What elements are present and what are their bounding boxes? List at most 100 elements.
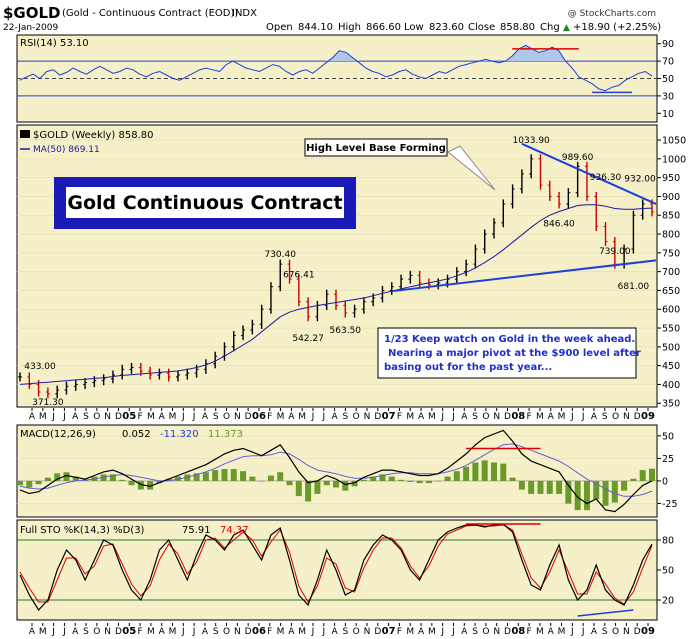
bottom-x-label: A [29, 627, 36, 637]
macd-hist-bar [546, 480, 553, 494]
sto-d-value: 74.37 [220, 525, 249, 536]
price-y-tick-label: 850 [662, 211, 680, 222]
bottom-x-label: 09 [641, 626, 655, 637]
price-x-label: J [321, 412, 325, 422]
price-x-label: F [527, 412, 532, 422]
ohlc-low: 823.60 [429, 22, 464, 33]
price-x-label: N [104, 412, 111, 422]
note-line-3: basing out for the past year... [384, 362, 552, 373]
symbol: $GOLD [3, 4, 61, 22]
bottom-x-label: N [234, 627, 241, 637]
macd-value: 0.052 [122, 429, 151, 440]
bottom-x-label: A [288, 627, 295, 637]
bottom-x-label: D [245, 627, 252, 637]
bottom-x-label: J [181, 627, 185, 637]
macd-hist-bar [351, 480, 358, 487]
rsi-overbought-fill [20, 45, 652, 62]
macd-hist-bar [593, 480, 600, 500]
macd-hist-bar [119, 479, 126, 481]
bottom-x-label: S [472, 627, 478, 637]
note-box-bg [377, 327, 637, 379]
macd-hist-bar [416, 480, 423, 484]
rsi-line [19, 44, 653, 92]
rsi-y-tick-label: 30 [662, 91, 674, 102]
bottom-x-label: F [267, 627, 272, 637]
macd-hist-bar [574, 480, 581, 511]
bottom-x-label: J [311, 627, 315, 637]
price-label: 936.30 [590, 173, 622, 183]
macd-hist-bar [314, 480, 321, 494]
sto-k-value: 75.91 [182, 525, 211, 536]
price-x-label: D [634, 412, 641, 422]
price-y-tick-label: 750 [662, 248, 680, 259]
price-y-tick-label: 350 [662, 399, 680, 410]
price-x-label: O [223, 412, 230, 422]
sto-label: Full STO %K(14,3) %D(3) [20, 525, 145, 536]
price-x-label: 07 [382, 411, 396, 422]
base-callout: High Level Base Forming [304, 138, 496, 191]
price-label: 932.00 [624, 174, 656, 184]
price-x-label: M [298, 412, 306, 422]
macd-hist-bar [583, 480, 590, 511]
bottom-x-label: J [581, 627, 585, 637]
bottom-x-label: A [461, 627, 468, 637]
base-callout-text: High Level Base Forming [306, 143, 446, 154]
bottom-x-label: N [104, 627, 111, 637]
macd-hist-bar [630, 478, 637, 481]
price-label: 681.00 [618, 282, 650, 292]
macd-hist-bar [54, 473, 61, 481]
price-x-label: 05 [122, 411, 136, 422]
price-x-label: S [343, 412, 349, 422]
macd-hist-value: 11.373 [208, 429, 243, 440]
macd-hist-bar [611, 480, 618, 503]
bottom-x-label: D [634, 627, 641, 637]
price-panel: 350 400 450 500 550 600 650 700 750 800 850 900 950 1… [16, 124, 686, 410]
bottom-x-label: O [93, 627, 100, 637]
macd-hist-bar [435, 480, 442, 482]
price-x-label: M [39, 412, 47, 422]
price-x-label: N [623, 412, 630, 422]
price-x-label: D [245, 412, 252, 422]
macd-hist-bar [26, 480, 33, 488]
macd-y-tick-label: -25 [662, 499, 678, 510]
macd-hist-bar [137, 480, 144, 490]
price-x-label: O [353, 412, 360, 422]
price-y-tick-label: 400 [662, 380, 680, 391]
price-x-label: D [504, 412, 511, 422]
macd-hist-bar [509, 477, 516, 481]
bottom-x-label: M [428, 627, 436, 637]
price-x-label: F [137, 412, 142, 422]
bottom-x-label: O [482, 627, 489, 637]
description: (Gold - Continuous Contract (EOD)) [62, 8, 238, 19]
bottom-x-label: F [527, 627, 532, 637]
macd-hist-bar [565, 480, 572, 504]
price-x-label: M [558, 412, 566, 422]
macd-hist-bar [240, 471, 247, 481]
price-legend-label: $GOLD (Weekly) 858.80 [33, 130, 154, 141]
bottom-x-label: M [39, 627, 47, 637]
ohlc-open-label: Open [266, 22, 293, 33]
macd-hist-bar [425, 480, 432, 484]
price-label: 676.41 [283, 271, 315, 281]
rsi-label: RSI(14) 53.10 [20, 38, 89, 49]
macd-hist-bar [453, 471, 460, 481]
rsi-y-tick-label: 50 [662, 74, 674, 85]
macd-hist-bar [156, 480, 163, 484]
bottom-x-label: 05 [122, 626, 136, 637]
price-label: 730.40 [264, 250, 296, 260]
macd-hist-bar [388, 476, 395, 481]
macd-hist-bar [72, 476, 79, 481]
macd-hist-bar [518, 480, 525, 490]
macd-hist-bar [333, 480, 339, 488]
bottom-x-label: N [493, 627, 500, 637]
resistance-trendline [521, 142, 657, 205]
rsi-y-tick-label: 70 [662, 57, 674, 68]
chart-title-box: Gold Continuous Contract [54, 177, 356, 229]
base-callout-box [304, 138, 448, 157]
bottom-x-label: 08 [511, 626, 525, 637]
price-x-label: J [181, 412, 185, 422]
price-x-label: J [570, 412, 574, 422]
macd-hist-bar [221, 469, 228, 481]
bottom-x-label: 07 [382, 626, 396, 637]
macd-hist-bar [193, 473, 200, 481]
